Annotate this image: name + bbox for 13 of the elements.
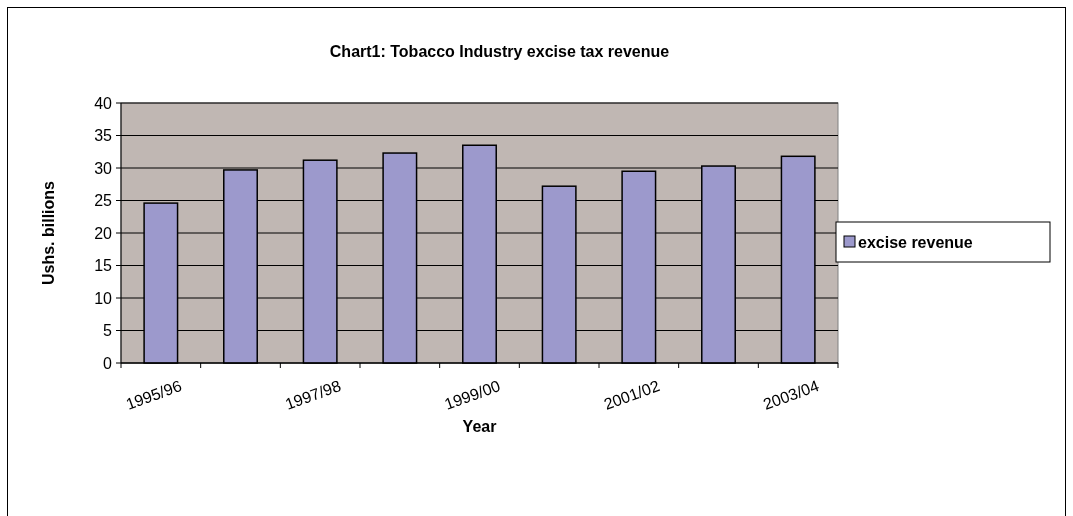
y-tick-label: 40 <box>94 94 113 112</box>
y-tick-label: 15 <box>94 257 113 275</box>
y-tick-label: 35 <box>94 127 113 145</box>
y-tick-label: 5 <box>103 322 113 340</box>
y-axis-title: Ushs. billions <box>40 180 57 286</box>
y-tick-label: 20 <box>94 224 113 242</box>
legend-label: excise revenue <box>858 233 973 251</box>
x-axis-title: Year <box>462 418 497 435</box>
y-tick-label: 30 <box>94 159 113 177</box>
chart-title: Chart1: Tobacco Industry excise tax revenue <box>329 43 670 60</box>
y-tick-label: 25 <box>94 192 113 210</box>
y-tick-label: 0 <box>103 354 113 372</box>
y-tick-label: 10 <box>94 289 113 307</box>
